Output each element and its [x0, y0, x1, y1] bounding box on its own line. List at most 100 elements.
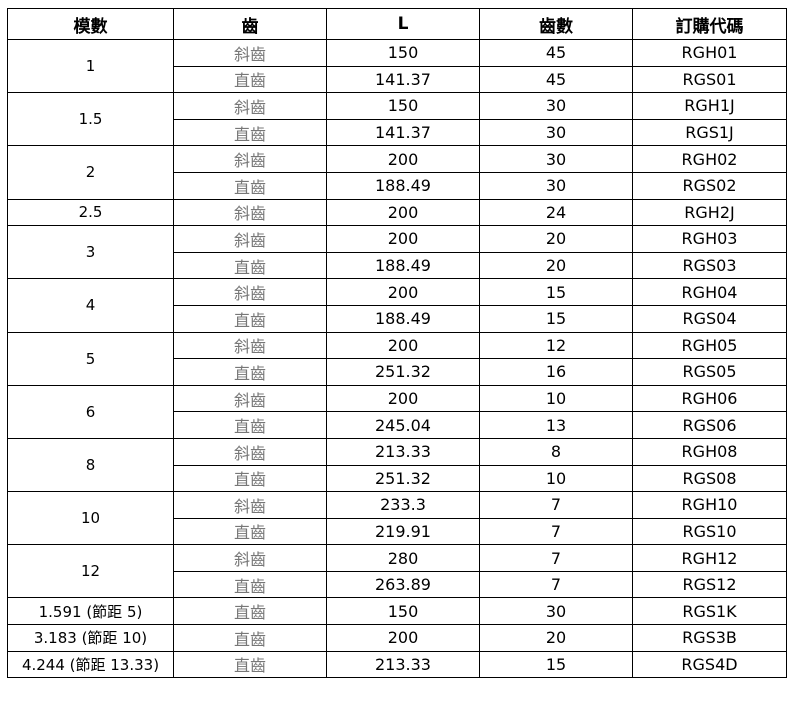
- length: 141.37: [326, 118, 480, 147]
- table-row: 2 斜齒 200 30 RGH02: [7, 145, 787, 200]
- table-row: 1.591 (節距 5) 直齒 150 30 RGS1K: [7, 597, 787, 626]
- order-code: RGH03: [632, 225, 787, 253]
- tooth-type: 斜齒: [173, 198, 327, 227]
- length: 219.91: [326, 517, 480, 546]
- length: 251.32: [326, 358, 480, 386]
- length: 213.33: [326, 437, 480, 466]
- order-code: RGH12: [632, 544, 787, 572]
- tooth-type: 直齒: [173, 304, 327, 333]
- table-row: 4 斜齒 200 15 RGH04: [7, 278, 787, 333]
- order-code: RGS10: [632, 517, 787, 546]
- length: 213.33: [326, 650, 480, 679]
- length: 280: [326, 544, 480, 572]
- tooth-count: 7: [479, 544, 633, 572]
- table-row: 直齒 188.49 20 RGS03: [8, 251, 787, 280]
- module-cell: 10: [7, 491, 174, 546]
- length: 188.49: [326, 304, 480, 333]
- module-cell: 1.591 (節距 5): [7, 597, 174, 626]
- order-code: RGS3B: [632, 624, 787, 652]
- table-row: 10 斜齒 233.3 7 RGH10: [7, 491, 787, 546]
- header-row: 模數齒 L 齒數 訂購代碼: [7, 8, 787, 40]
- table-row: 4.244 (節距 13.33) 直齒 213.33 15 RGS4D: [7, 650, 787, 679]
- tooth-count: 30: [479, 597, 633, 626]
- tooth-type: 直齒: [173, 65, 327, 94]
- length: 200: [326, 198, 480, 227]
- module-cell: 2.5: [7, 198, 174, 227]
- order-code: RGS4D: [632, 650, 787, 679]
- length: 141.37: [326, 65, 480, 94]
- tooth-count: 45: [479, 39, 633, 67]
- tooth-type: 直齒: [173, 118, 327, 147]
- length: 233.3: [326, 491, 480, 519]
- tooth-count: 13: [479, 411, 633, 439]
- order-code: RGS05: [632, 358, 787, 386]
- table-row: 2.5 斜齒 200 24 RGH2J: [7, 198, 787, 227]
- order-code: RGS08: [632, 464, 787, 493]
- order-code: RGH05: [632, 331, 787, 360]
- tooth-count: 7: [479, 517, 633, 546]
- order-code: RGS04: [632, 304, 787, 333]
- tooth-count: 7: [479, 570, 633, 599]
- tooth-count: 7: [479, 491, 633, 519]
- table-row: 直齒 263.89 7 RGS12: [8, 570, 787, 599]
- length: 200: [326, 624, 480, 652]
- order-code: RGH06: [632, 384, 787, 413]
- module-cell: 4: [7, 278, 174, 333]
- order-code: RGS1K: [632, 597, 787, 626]
- tooth-count: 30: [479, 171, 633, 200]
- module-cell: 1.5: [7, 92, 174, 147]
- spec-table: 模數齒 L 齒數 訂購代碼 1 斜齒 150 45 RGH01 直齒 141.37 45 RGS01 1…: [7, 8, 787, 679]
- module-cell: 8: [7, 437, 174, 493]
- module-cell: 1: [7, 38, 174, 94]
- tooth-count: 12: [479, 331, 633, 360]
- table-row: 直齒 188.49 15 RGS04: [8, 304, 787, 333]
- length: 200: [326, 278, 480, 306]
- table-row: 直齒 251.32 10 RGS08: [8, 464, 787, 493]
- table-row: 3 斜齒 200 20 RGH03: [7, 225, 787, 280]
- tooth-type: 斜齒: [173, 544, 327, 572]
- tooth-count: 15: [479, 650, 633, 679]
- tooth-count: 45: [479, 65, 633, 94]
- order-code: RGS01: [632, 65, 787, 94]
- order-code: RGS02: [632, 171, 787, 200]
- module-cell: 12: [7, 544, 174, 599]
- length: 150: [326, 39, 480, 67]
- tooth-count: 10: [479, 384, 633, 413]
- module-cell: 3: [7, 225, 174, 280]
- order-code: RGH08: [632, 437, 787, 466]
- length: 251.32: [326, 464, 480, 493]
- tooth-type: 斜齒: [173, 278, 327, 306]
- order-code: RGS03: [632, 251, 787, 280]
- table-row: 直齒 188.49 30 RGS02: [8, 171, 787, 200]
- table-row: 5 斜齒 200 12 RGH05: [7, 331, 787, 386]
- tooth-type: 直齒: [173, 650, 327, 679]
- length: 200: [326, 331, 480, 360]
- tooth-count: 15: [479, 278, 633, 306]
- tooth-count: 30: [479, 145, 633, 173]
- tooth-type: 斜齒: [173, 39, 327, 67]
- tooth-count: 20: [479, 251, 633, 280]
- length: 245.04: [326, 411, 480, 439]
- length: 188.49: [326, 171, 480, 200]
- order-code: RGH1J: [632, 92, 787, 120]
- module-cell: 3.183 (節距 10): [7, 624, 174, 652]
- tooth-type: 直齒: [173, 570, 327, 599]
- tooth-count: 24: [479, 198, 633, 227]
- tooth-type: 直齒: [173, 251, 327, 280]
- length: 200: [326, 225, 480, 253]
- order-code: RGH02: [632, 145, 787, 173]
- tooth-type: 直齒: [173, 624, 327, 652]
- header-cell: 訂購代碼: [632, 8, 787, 40]
- table-row: 6 斜齒 200 10 RGH06: [7, 384, 787, 439]
- order-code: RGH01: [632, 39, 787, 67]
- module-cell: 5: [7, 331, 174, 386]
- tooth-type: 直齒: [173, 411, 327, 439]
- tooth-count: 30: [479, 92, 633, 120]
- module-cell: 6: [7, 384, 174, 439]
- order-code: RGH04: [632, 278, 787, 306]
- order-code: RGS12: [632, 570, 787, 599]
- header-cell: 模數: [7, 8, 174, 40]
- tooth-type: 直齒: [173, 171, 327, 200]
- tooth-type: 直齒: [173, 517, 327, 546]
